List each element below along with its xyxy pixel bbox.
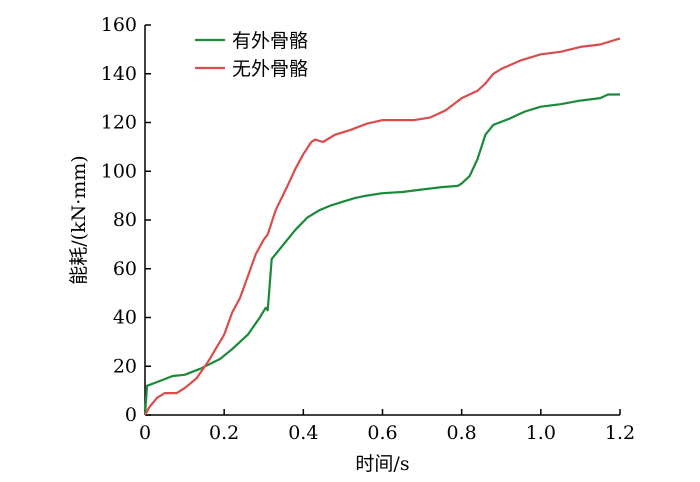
x-tick-label: 0.6: [367, 422, 397, 444]
y-tick-label: 0: [125, 404, 137, 426]
series-line-1: [143, 93, 620, 416]
x-axis-title: 时间/s: [355, 453, 409, 475]
axes: [144, 25, 620, 416]
y-tick-label: 20: [113, 355, 137, 377]
x-tick-label: 1.0: [526, 422, 556, 444]
x-tick-label: 0.4: [288, 422, 318, 444]
y-tick-label: 60: [113, 258, 137, 280]
x-tick-label: 0.2: [209, 422, 239, 444]
legend-label-2: 无外骨骼: [232, 58, 308, 80]
series-layer: [143, 37, 621, 416]
y-tick-label: 120: [101, 112, 137, 134]
series-line-2: [144, 37, 621, 416]
y-axis-title: 能耗/(kN·mm): [68, 155, 90, 284]
legend-label-1: 有外骨骼: [232, 30, 308, 52]
x-tick-label: 1.2: [605, 422, 635, 444]
y-tick-label: 40: [113, 307, 137, 329]
x-tick-label: 0: [139, 422, 151, 444]
y-tick-label: 160: [101, 14, 137, 36]
x-ticks: 0 0.2 0.4 0.6 0.8 1.0 1.2: [139, 409, 635, 444]
y-tick-label: 140: [101, 63, 137, 85]
x-tick-label: 0.8: [447, 422, 477, 444]
y-tick-label: 100: [101, 160, 137, 182]
y-tick-label: 80: [113, 209, 137, 231]
y-ticks: 0 20 40 60 80 100 120 140 160: [101, 14, 151, 426]
